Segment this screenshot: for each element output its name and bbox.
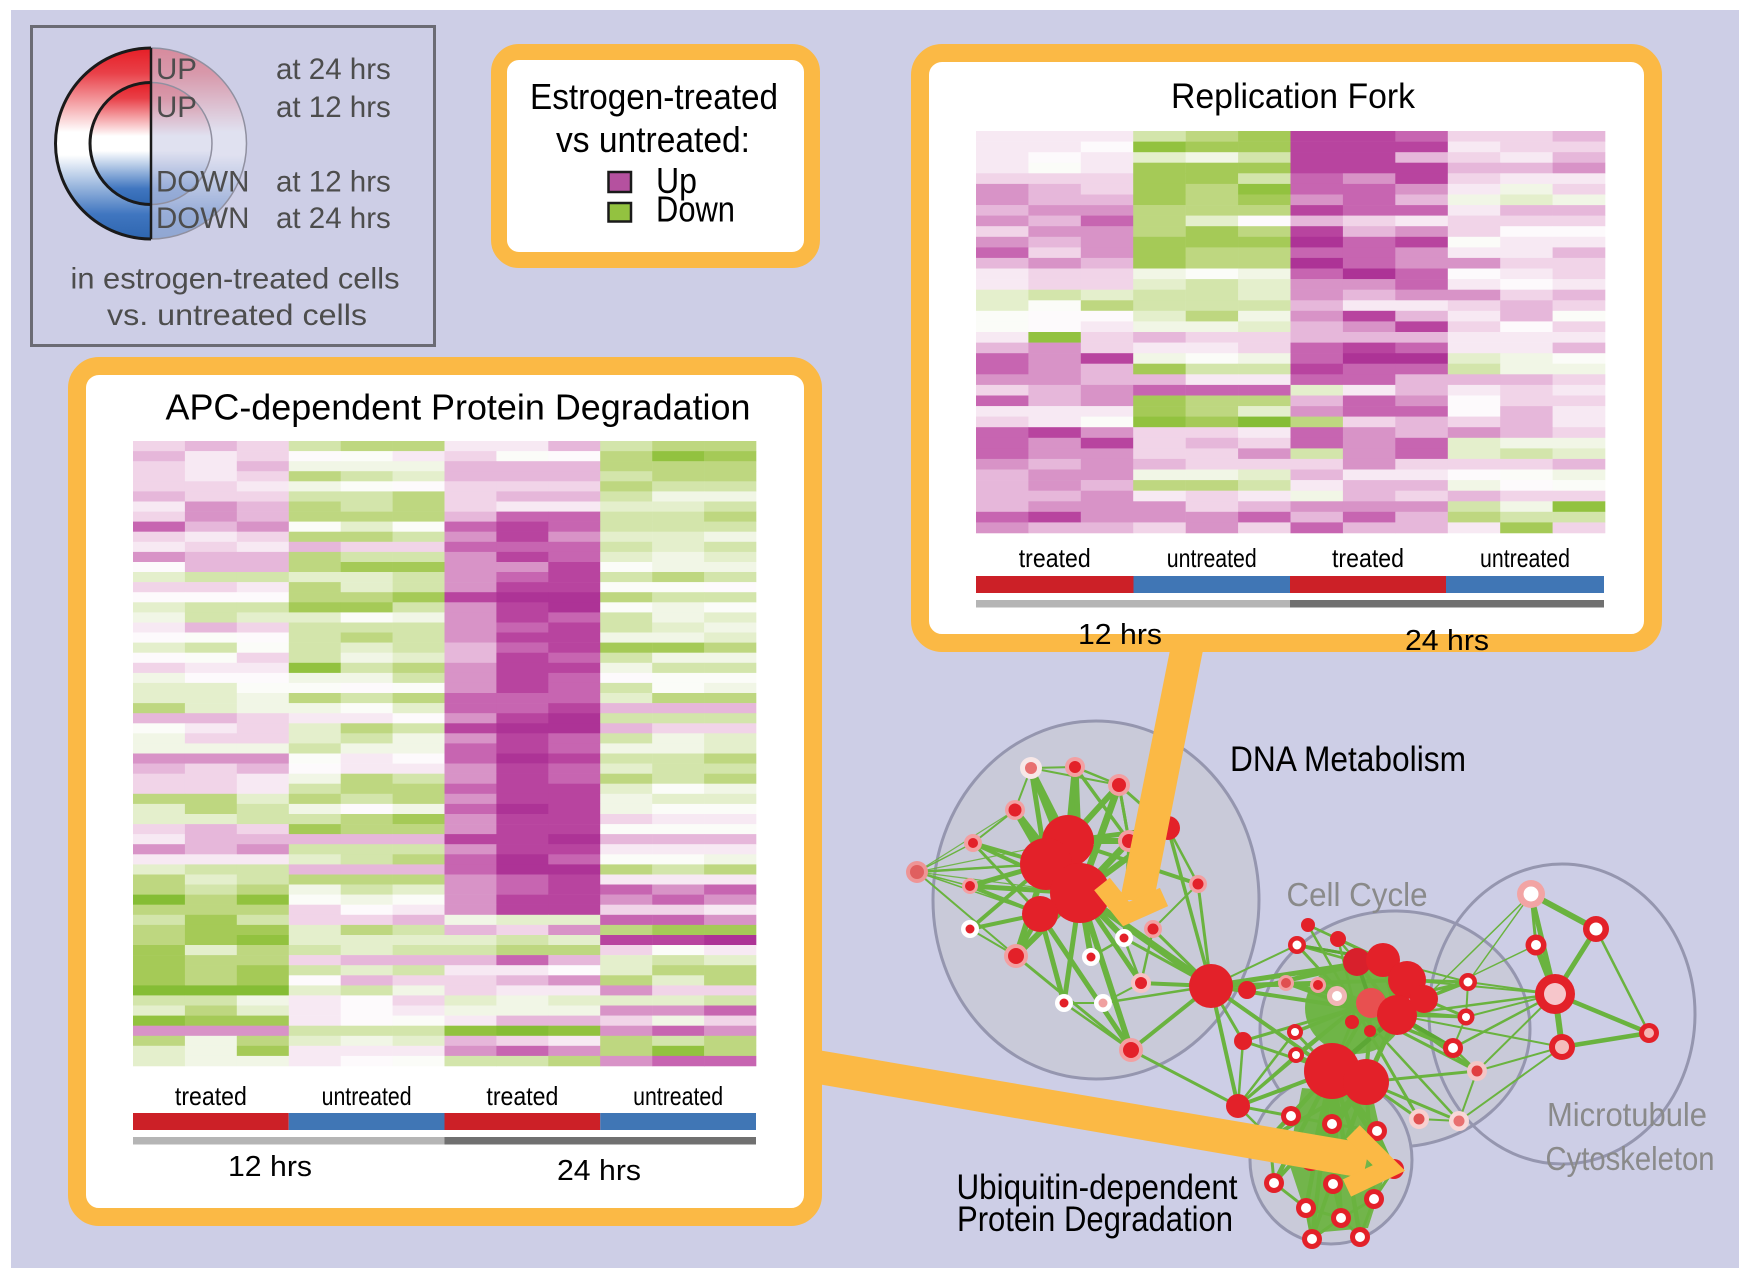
svg-text:at 24 hrs: at 24 hrs [276, 202, 391, 235]
svg-text:treated: treated [486, 1081, 558, 1111]
svg-text:Estrogen-treated: Estrogen-treated [530, 76, 778, 117]
svg-text:treated: treated [175, 1081, 247, 1111]
svg-text:DOWN: DOWN [156, 166, 249, 199]
svg-text:Cell Cycle: Cell Cycle [1287, 876, 1428, 913]
svg-text:12 hrs: 12 hrs [228, 1151, 312, 1183]
svg-text:Ubiquitin-dependent: Ubiquitin-dependent [957, 1168, 1238, 1207]
svg-text:Replication Fork: Replication Fork [1171, 77, 1415, 116]
svg-text:at 24 hrs: at 24 hrs [276, 53, 391, 86]
svg-text:Up: Up [656, 160, 697, 201]
svg-text:24 hrs: 24 hrs [1405, 625, 1489, 657]
svg-text:DNA Metabolism: DNA Metabolism [1230, 740, 1466, 779]
svg-text:at 12 hrs: at 12 hrs [276, 91, 391, 124]
svg-text:APC-dependent Protein Degradat: APC-dependent Protein Degradation [166, 387, 751, 428]
svg-text:in estrogen-treated cells: in estrogen-treated cells [71, 263, 400, 296]
svg-text:vs untreated:: vs untreated: [556, 119, 750, 160]
svg-text:untreated: untreated [1167, 543, 1257, 573]
svg-text:untreated: untreated [322, 1081, 412, 1111]
svg-text:untreated: untreated [633, 1081, 723, 1111]
svg-text:untreated: untreated [1480, 543, 1570, 573]
svg-text:vs. untreated cells: vs. untreated cells [107, 299, 367, 332]
svg-text:24 hrs: 24 hrs [557, 1155, 641, 1187]
svg-text:Cytoskeleton: Cytoskeleton [1546, 1140, 1715, 1177]
svg-text:Microtubule: Microtubule [1547, 1096, 1707, 1133]
svg-text:at 12 hrs: at 12 hrs [276, 166, 391, 199]
svg-text:treated: treated [1019, 543, 1091, 573]
svg-text:Protein Degradation: Protein Degradation [957, 1200, 1233, 1239]
svg-text:12 hrs: 12 hrs [1078, 619, 1162, 651]
svg-text:DOWN: DOWN [156, 202, 249, 235]
svg-text:Down: Down [656, 189, 735, 230]
svg-text:UP: UP [156, 91, 197, 124]
svg-text:UP: UP [156, 53, 197, 86]
svg-text:treated: treated [1332, 543, 1404, 573]
